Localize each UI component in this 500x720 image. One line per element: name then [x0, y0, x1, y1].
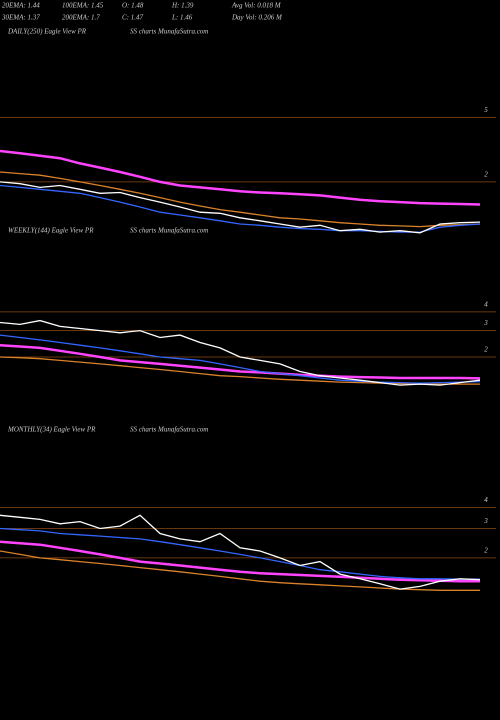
panel-title: MONTHLY(34) Eagle View PR [7, 426, 96, 434]
y-tick-label: 2 [484, 547, 488, 555]
header-stat: 200EMA: 1.7 [62, 14, 100, 22]
y-tick-label: 4 [484, 496, 488, 504]
header-stat: Day Vol: 0.206 M [231, 14, 283, 22]
series-line [0, 527, 480, 580]
panel-title: DAILY(250) Eagle View PR [7, 28, 87, 36]
header-stat: C: 1.47 [122, 14, 144, 22]
header-stat: 30EMA: 1.37 [1, 14, 40, 22]
series-line [0, 184, 481, 233]
y-tick-label: 4 [484, 301, 488, 309]
panel-subtitle: SS charts MunafaSutra.com [130, 227, 208, 235]
header-stat: L: 1.46 [171, 14, 193, 22]
panel-subtitle: SS charts MunafaSutra.com [130, 28, 208, 36]
y-tick-label: 3 [483, 319, 488, 327]
y-tick-label: 2 [484, 346, 488, 354]
series-line [0, 343, 481, 380]
header-stat: Avg Vol: 0.018 M [231, 2, 282, 10]
series-line [0, 356, 480, 385]
series-line [0, 149, 481, 206]
series-line [0, 319, 481, 386]
y-tick-label: 5 [484, 106, 488, 114]
header-stat: 100EMA: 1.45 [62, 2, 104, 10]
series-line [0, 540, 480, 583]
series-line [0, 334, 481, 384]
series-line [0, 181, 481, 234]
header-stat: 20EMA: 1.44 [2, 2, 40, 10]
header-stat: H: 1.39 [171, 2, 194, 10]
y-tick-label: 2 [484, 170, 488, 178]
panel-title: WEEKLY(144) Eagle View PR [8, 227, 94, 235]
series-line [0, 171, 481, 228]
series-line [0, 514, 481, 590]
y-tick-label: 3 [483, 517, 488, 525]
header-stat: O: 1.48 [122, 2, 144, 10]
panel-subtitle: SS charts MunafaSutra.com [130, 426, 208, 434]
